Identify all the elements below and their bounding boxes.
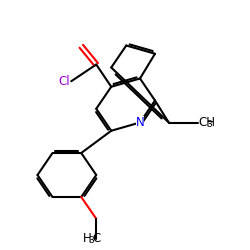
Text: 3: 3 [207,120,212,129]
Text: CH: CH [199,116,216,129]
Text: Cl: Cl [58,75,70,88]
Text: 3: 3 [88,236,94,245]
Text: H: H [82,232,91,245]
Text: N: N [136,116,144,129]
Text: C: C [92,232,100,245]
